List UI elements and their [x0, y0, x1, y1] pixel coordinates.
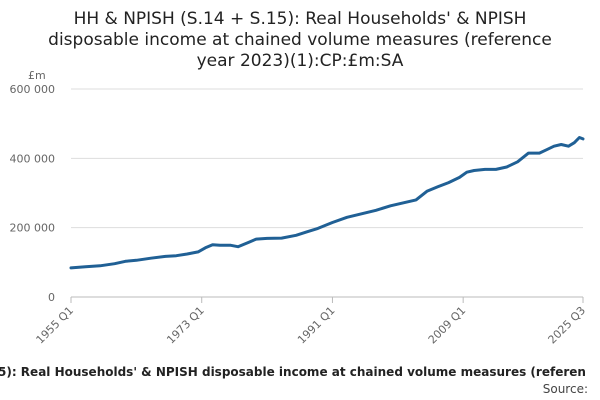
series-line: [69, 136, 585, 270]
y-tick-label: 600 000: [10, 83, 56, 96]
series-group: [69, 136, 585, 270]
y-tick-label: 400 000: [10, 152, 56, 165]
chart-title: HH & NPISH (S.14 + S.15): Real Household…: [48, 9, 552, 71]
x-tick-label: 1955 Q1: [34, 304, 77, 347]
x-tick-label: 1973 Q1: [164, 304, 207, 347]
y-axis-unit-label: £m: [28, 69, 46, 82]
x-tick-label: 1991 Q1: [295, 304, 338, 347]
footer-source-label: Source:: [543, 382, 588, 396]
y-axis-tick-labels: 0 200 000 400 000 600 000: [10, 83, 56, 304]
y-tick-label: 200 000: [10, 222, 56, 235]
gridlines: [71, 88, 583, 229]
y-tick-label: 0: [48, 291, 55, 304]
chart-title-line-2: disposable income at chained volume meas…: [48, 30, 552, 50]
x-axis: 1955 Q1 1973 Q1 1991 Q1 2009 Q1 2025 Q3: [34, 296, 589, 347]
chart-title-line-1: HH & NPISH (S.14 + S.15): Real Household…: [74, 9, 527, 29]
x-tick-label: 2009 Q1: [426, 304, 469, 347]
chart-title-line-3: year 2023)(1):CP:£m:SA: [197, 51, 404, 71]
footer-series-label: 5): Real Households' & NPISH disposable …: [0, 365, 586, 379]
x-tick-label: 2025 Q3: [546, 304, 589, 347]
